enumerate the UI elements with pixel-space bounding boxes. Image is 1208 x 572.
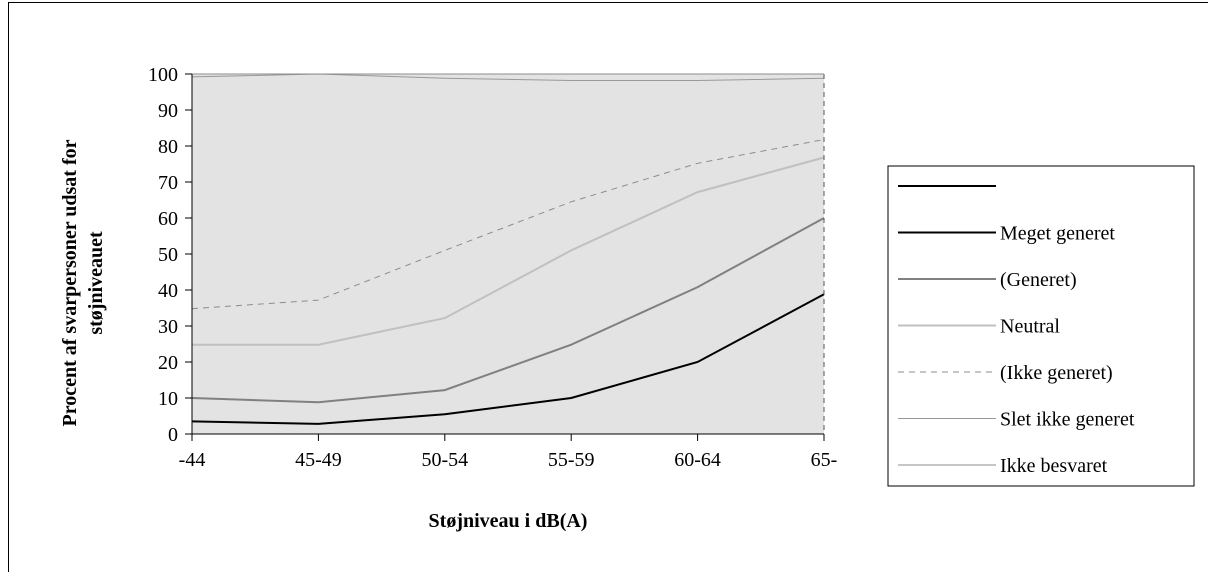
- legend-label-6: Slet ikke generet: [1000, 409, 1135, 431]
- legend-label-4: Neutral: [1000, 316, 1060, 338]
- series-line-4: [192, 156, 825, 346]
- series-lines: [191, 73, 825, 425]
- x-tick-label: 60-64: [674, 449, 721, 471]
- legend: Meget generet (Generet) Neutral (Ikke gener…: [898, 185, 1135, 477]
- y-ticks: 0 10 20 30 40 50 60 70 80 90 100: [148, 64, 192, 446]
- series-line-2: [191, 293, 825, 425]
- y-tick-label: 60: [158, 208, 178, 230]
- legend-label-2: Meget generet: [1000, 223, 1115, 245]
- y-tick-label: 70: [158, 172, 178, 194]
- x-tick-label: -44: [179, 449, 206, 471]
- legend-label-3: (Generet): [1000, 269, 1077, 291]
- y-tick-label: 20: [158, 352, 178, 374]
- y-tick-label: 0: [168, 424, 178, 446]
- y-tick-label: 30: [158, 316, 178, 338]
- x-tick-label: 65-: [811, 449, 838, 471]
- x-tick-label: 55-59: [548, 449, 595, 471]
- x-ticks: -44 45-49 50-54 55-59 60-64 65-: [179, 434, 838, 471]
- legend-label-5: (Ikke generet): [1000, 362, 1113, 384]
- series-line-5: [191, 139, 825, 310]
- plot-area: [192, 74, 824, 434]
- y-tick-label: 100: [148, 64, 178, 86]
- series-line-3: [191, 217, 825, 404]
- y-axis-title-line-2: støjniveauet: [85, 231, 107, 335]
- y-tick-label: 50: [158, 244, 178, 266]
- x-tick-label: 45-49: [295, 449, 342, 471]
- x-axis-title: Støjniveau i dB(A): [429, 510, 588, 532]
- x-tick-label: 50-54: [421, 449, 468, 471]
- legend-label-7: Ikke besvaret: [1000, 455, 1108, 477]
- y-tick-label: 10: [158, 388, 178, 410]
- y-axis-title-line-1: Procent af svarpersoner udsat for: [59, 139, 81, 426]
- y-tick-label: 90: [158, 100, 178, 122]
- y-tick-label: 80: [158, 136, 178, 158]
- y-tick-label: 40: [158, 280, 178, 302]
